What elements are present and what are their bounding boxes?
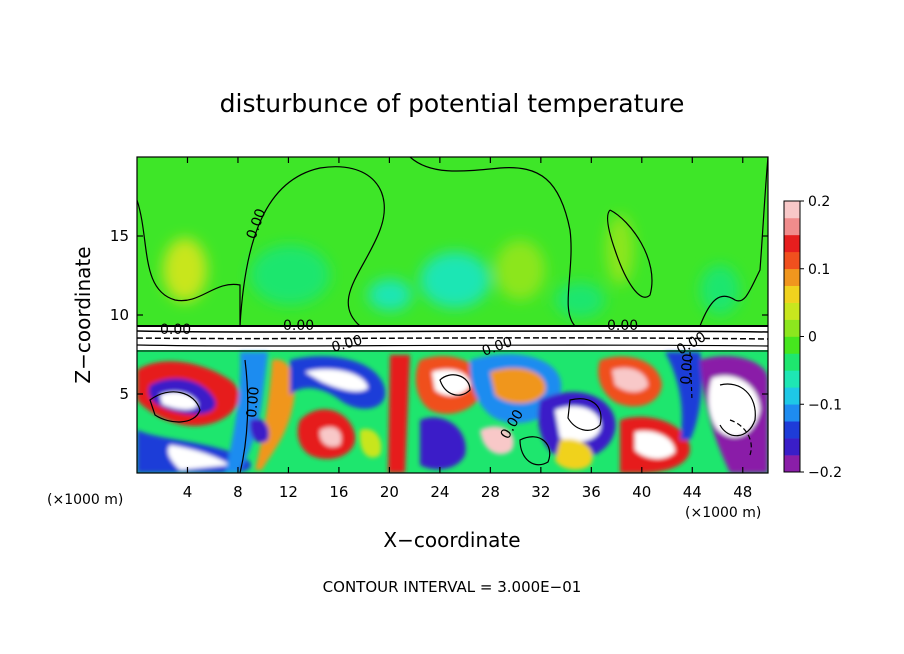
x-tick-label: 28 (481, 483, 500, 501)
contour-label: 0.00 (330, 332, 364, 356)
colorbar-segment (784, 234, 800, 253)
y-tick-label: 5 (119, 385, 129, 403)
y-tick-label: 15 (110, 227, 129, 245)
x-tick-label: 20 (380, 483, 399, 501)
chart-title: disturbunce of potential temperature (220, 89, 685, 118)
x-axis-unit-left: (×1000 m) (47, 492, 123, 508)
x-tick-label: 44 (683, 483, 702, 501)
contour-label: 0.00 (607, 318, 638, 334)
colorbar: 0.2 0.1 0 −0.1 −0.2 (783, 194, 842, 481)
colorbar-segment (784, 302, 800, 320)
colorbar-segment (784, 438, 800, 456)
upper-layer-field (137, 157, 768, 337)
y-tick-label: 10 (110, 306, 129, 324)
contour-label: 0.00 (283, 318, 314, 334)
x-tick-label: 48 (733, 483, 752, 501)
contour-lines (137, 157, 768, 473)
y-axis-label: Z−coordinate (71, 246, 95, 383)
contour-label: 0.00 (160, 322, 191, 338)
x-tick-label: 16 (329, 483, 348, 501)
x-tick-label: 40 (632, 483, 651, 501)
x-tick-label: 24 (430, 483, 449, 501)
x-tick-label: 32 (531, 483, 550, 501)
colorbar-tick-label: 0 (808, 330, 817, 346)
contour-label: 0.00 (244, 386, 263, 418)
colorbar-segment (784, 370, 800, 388)
colorbar-segment (784, 455, 800, 473)
colorbar-segment (784, 251, 800, 270)
y-axis-ticks: 5 10 15 (110, 227, 768, 403)
colorbar-tick-label: −0.1 (808, 397, 842, 413)
colorbar-segment (784, 201, 800, 219)
colorbar-segment (784, 217, 800, 236)
x-axis-unit-right: (×1000 m) (685, 505, 761, 521)
x-tick-label: 36 (582, 483, 601, 501)
contour-label: 0.00 (678, 353, 697, 385)
lower-layer-field (137, 350, 768, 473)
contour-interval-note: CONTOUR INTERVAL = 3.000E−01 (323, 578, 582, 596)
x-tick-label: 8 (233, 483, 243, 501)
colorbar-segment (784, 353, 800, 371)
x-axis-label: X−coordinate (383, 528, 520, 552)
colorbar-segment (784, 268, 800, 286)
colorbar-segment (784, 285, 800, 303)
x-tick-label: 4 (183, 483, 193, 501)
upper-layer-anomalies (163, 215, 740, 318)
colorbar-segment (784, 336, 800, 354)
plot-area: 0.00 0.00 0.00 0.00 0.00 0.00 0.00 0.00 … (137, 157, 768, 473)
colorbar-segment (784, 421, 800, 439)
colorbar-tick-label: 0.1 (808, 262, 830, 278)
colorbar-segment (784, 319, 800, 337)
colorbar-segment (784, 404, 800, 422)
colorbar-tick-label: −0.2 (808, 465, 842, 481)
colorbar-tick-label: 0.2 (808, 194, 830, 210)
colorbar-segment (784, 387, 800, 405)
contour-labels: 0.00 0.00 0.00 0.00 0.00 0.00 0.00 0.00 … (160, 207, 709, 442)
x-tick-label: 12 (279, 483, 298, 501)
x-axis-ticks: 4 8 12 16 20 24 28 32 36 40 44 48 (183, 157, 752, 501)
